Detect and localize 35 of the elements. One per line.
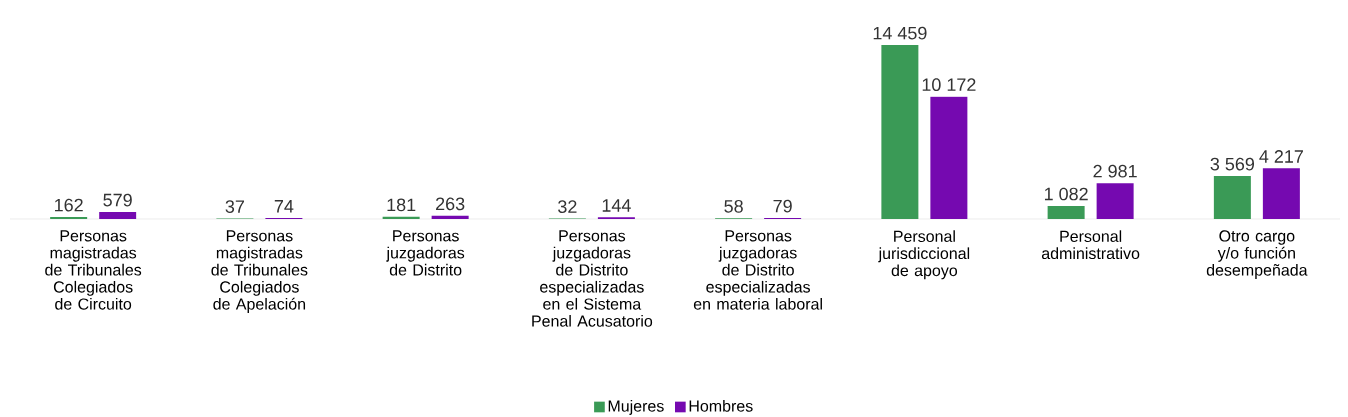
bar	[1262, 168, 1300, 219]
data-label: 79	[773, 199, 792, 213]
bar	[1047, 205, 1085, 219]
x-tick-label: Personas juzgadoras de Distrito	[386, 230, 465, 276]
data-label: 74	[274, 200, 294, 213]
bar	[382, 216, 420, 219]
data-label: 10 172	[922, 78, 976, 92]
x-tick-label: Personas juzgadoras de Distrito especializadas en el Sistema Penal Acusatorio	[532, 230, 653, 327]
data-label: 181	[387, 198, 416, 212]
data-label: 32	[558, 200, 577, 213]
x-tick-label: Personas magistradas de Tribunales Colegiados de Apelación	[211, 230, 308, 313]
x-tick-label: Otro cargo y/o función desempeñada	[1206, 230, 1308, 279]
data-label: 144	[602, 199, 631, 212]
legend-label: Mujeres	[608, 400, 664, 415]
legend-label: Hombres	[689, 400, 753, 412]
bar	[881, 45, 919, 219]
data-label: 162	[55, 198, 83, 212]
x-tick-label: Personal administrativo	[1041, 230, 1140, 260]
bar	[431, 215, 469, 219]
data-label: 263	[436, 197, 465, 211]
bar	[930, 96, 968, 219]
bar	[1096, 183, 1134, 219]
data-label: 58	[724, 199, 743, 213]
data-label: 4 217	[1259, 150, 1303, 163]
x-tick-label: Personas magistradas de Tribunales Colegiados de Circuito	[45, 230, 142, 310]
data-label: 579	[103, 193, 132, 207]
data-label: 37	[225, 200, 245, 213]
bar	[99, 212, 137, 219]
data-label: 1 082	[1044, 187, 1088, 201]
x-tick-label: Personas juzgadoras de Distrito especializadas en materia laboral	[693, 230, 822, 310]
bar	[1213, 176, 1251, 219]
data-label: 14 459	[873, 26, 927, 40]
data-label: 2 981	[1093, 164, 1137, 178]
x-tick-label: Personal jurisdiccional de apoyo	[878, 230, 970, 280]
data-label: 3 569	[1210, 157, 1255, 171]
